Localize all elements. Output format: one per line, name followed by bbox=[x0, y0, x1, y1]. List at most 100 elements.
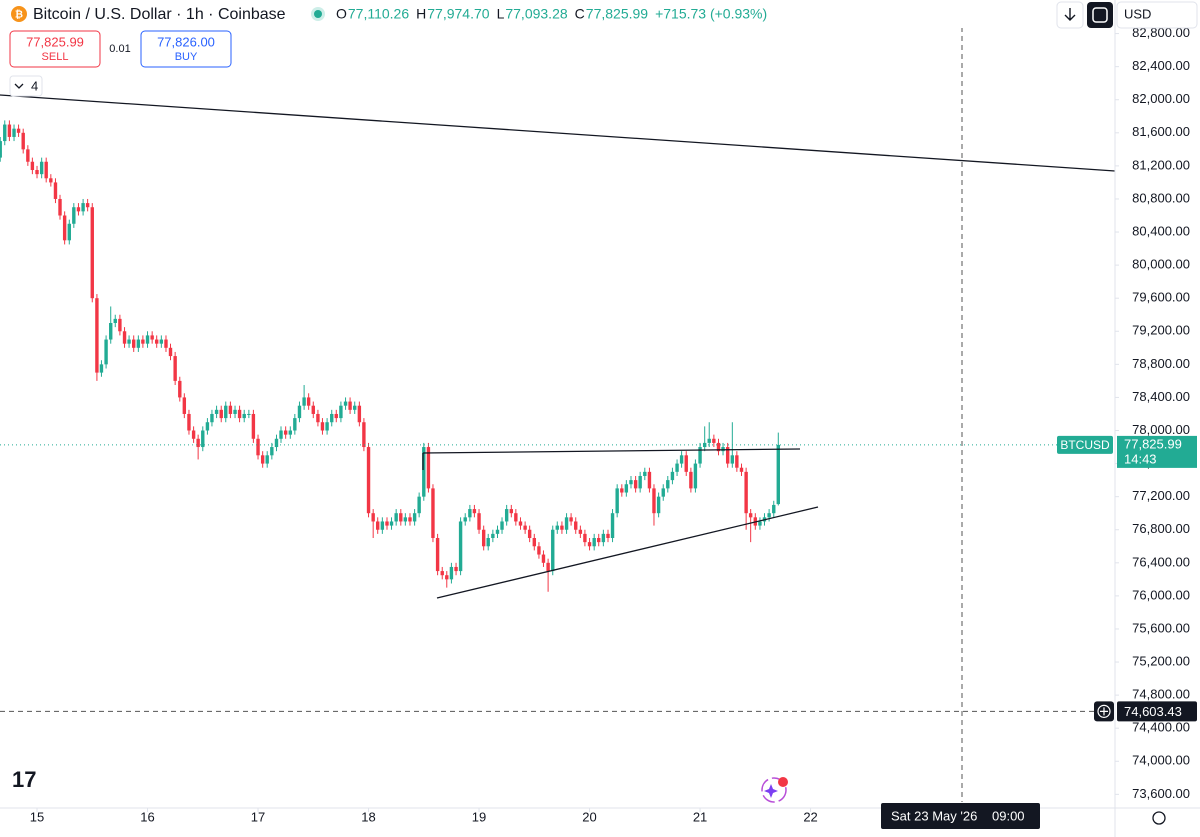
candle-body bbox=[16, 128, 21, 133]
candle-body bbox=[629, 480, 633, 485]
market-status-dot bbox=[314, 10, 322, 18]
ohlc-key: O bbox=[336, 6, 347, 22]
candle-body bbox=[560, 525, 564, 530]
candle-body bbox=[601, 533, 606, 543]
trend-line[interactable] bbox=[422, 448, 801, 454]
indicators-toggle[interactable] bbox=[9, 75, 43, 97]
y-tick-label: 78,800.00 bbox=[1132, 356, 1190, 371]
y-tick-label: 76,000.00 bbox=[1132, 587, 1190, 602]
y-tick-label: 80,800.00 bbox=[1132, 190, 1190, 205]
settings-icon[interactable] bbox=[1152, 811, 1166, 825]
ohlc-value: 77,974.70 bbox=[427, 6, 489, 22]
candle-body bbox=[481, 529, 486, 547]
candle-body bbox=[256, 438, 260, 456]
candle-body bbox=[541, 554, 546, 563]
last-price-tag bbox=[1117, 435, 1197, 468]
candle-body bbox=[72, 207, 76, 224]
trend-line[interactable] bbox=[0, 94, 1116, 172]
candle-body bbox=[380, 521, 385, 530]
axes: 73,600.00 74,000.00 74,400.00 74,800.00 75,2… bbox=[30, 25, 1190, 824]
candle-body bbox=[610, 513, 615, 539]
currency: USD bbox=[1124, 6, 1151, 21]
candle-body bbox=[127, 339, 131, 344]
candle-body bbox=[707, 438, 711, 443]
candle-body bbox=[293, 418, 297, 431]
candle-body bbox=[643, 471, 647, 476]
candle-body bbox=[744, 471, 748, 514]
candle-body bbox=[205, 422, 210, 431]
candle-body bbox=[509, 509, 514, 514]
ohlc-value: 77,825.99 bbox=[586, 6, 648, 22]
candle-body bbox=[85, 203, 90, 208]
last-price-label: 77,825.99 bbox=[1124, 436, 1182, 451]
y-tick-label: 74,000.00 bbox=[1132, 753, 1190, 768]
candle-body bbox=[320, 422, 325, 431]
currency-select[interactable] bbox=[1116, 1, 1198, 29]
plus-icon bbox=[1097, 704, 1111, 718]
candle-body bbox=[574, 521, 578, 530]
candle-body bbox=[527, 529, 532, 539]
logo: 17 bbox=[12, 767, 36, 792]
candle-body bbox=[159, 339, 164, 344]
candle-body bbox=[615, 488, 619, 514]
y-tick-label: 82,400.00 bbox=[1132, 58, 1190, 73]
arrow-icon bbox=[1064, 8, 1076, 21]
symbol-tag-label: BTCUSD bbox=[1060, 438, 1110, 452]
candle-body bbox=[772, 504, 776, 514]
candle-body bbox=[739, 467, 744, 472]
candle-body bbox=[445, 575, 449, 580]
candle-body bbox=[30, 161, 35, 171]
ohlc-value: 77,110.26 bbox=[348, 6, 409, 22]
candle-body bbox=[620, 488, 624, 493]
candle-body bbox=[44, 161, 48, 179]
candle-body bbox=[449, 566, 454, 580]
candle-body bbox=[182, 397, 187, 414]
crosshair-price-label: 74,603.43 bbox=[1124, 704, 1182, 719]
candle-body bbox=[141, 339, 145, 344]
candle-body bbox=[389, 521, 394, 526]
candle-body bbox=[168, 347, 173, 357]
candle-body bbox=[191, 430, 196, 439]
candle-body bbox=[569, 517, 573, 522]
candle-body bbox=[288, 430, 292, 435]
candle-body bbox=[150, 335, 154, 340]
candle-body bbox=[403, 517, 408, 522]
candle-body bbox=[417, 496, 421, 514]
y-tick-label: 80,000.00 bbox=[1132, 257, 1190, 272]
candle-body bbox=[95, 298, 99, 373]
candle-body bbox=[647, 471, 652, 489]
candle-body bbox=[583, 533, 587, 543]
y-tick-label: 81,600.00 bbox=[1132, 124, 1190, 139]
y-tick-label: 78,000.00 bbox=[1132, 422, 1190, 437]
buy-label: BUY bbox=[175, 51, 198, 63]
candle-body bbox=[136, 339, 141, 348]
candle-body bbox=[35, 170, 39, 175]
candle-body bbox=[270, 447, 274, 456]
y-tick-label: 76,400.00 bbox=[1132, 554, 1190, 569]
ohlc-legend: O 77,110.26 H 77,974.70 L 77,093.28 C 77,825.99… bbox=[336, 6, 767, 22]
candle-body bbox=[472, 509, 477, 514]
candle-body bbox=[154, 339, 159, 344]
candle-body bbox=[500, 521, 504, 530]
y-tick-label: 79,600.00 bbox=[1132, 290, 1190, 305]
y-tick-label: 73,600.00 bbox=[1132, 786, 1190, 801]
candle-body bbox=[26, 149, 30, 162]
candle-body bbox=[201, 430, 205, 448]
assistant-icon[interactable] bbox=[761, 777, 787, 803]
candle-body bbox=[656, 496, 661, 514]
buy-button[interactable] bbox=[140, 30, 232, 68]
fullscreen-button[interactable] bbox=[1087, 2, 1113, 28]
candle-body bbox=[670, 471, 675, 481]
trend-line[interactable] bbox=[436, 506, 819, 599]
y-tick-label: 76,800.00 bbox=[1132, 521, 1190, 536]
candle-body bbox=[7, 124, 12, 137]
change: +715.73 (+0.93%) bbox=[655, 6, 767, 22]
candle-body bbox=[504, 509, 509, 522]
crosshair-price-tag bbox=[1117, 701, 1197, 722]
candle-body bbox=[426, 447, 431, 489]
sell-button[interactable] bbox=[9, 30, 101, 68]
symbol-tag bbox=[1057, 435, 1113, 454]
symbol-title[interactable]: Bitcoin / U.S. Dollar · 1h · Coinbase bbox=[33, 6, 286, 23]
candle-body bbox=[302, 397, 306, 406]
buy-price: 77,826.00 bbox=[157, 34, 215, 49]
